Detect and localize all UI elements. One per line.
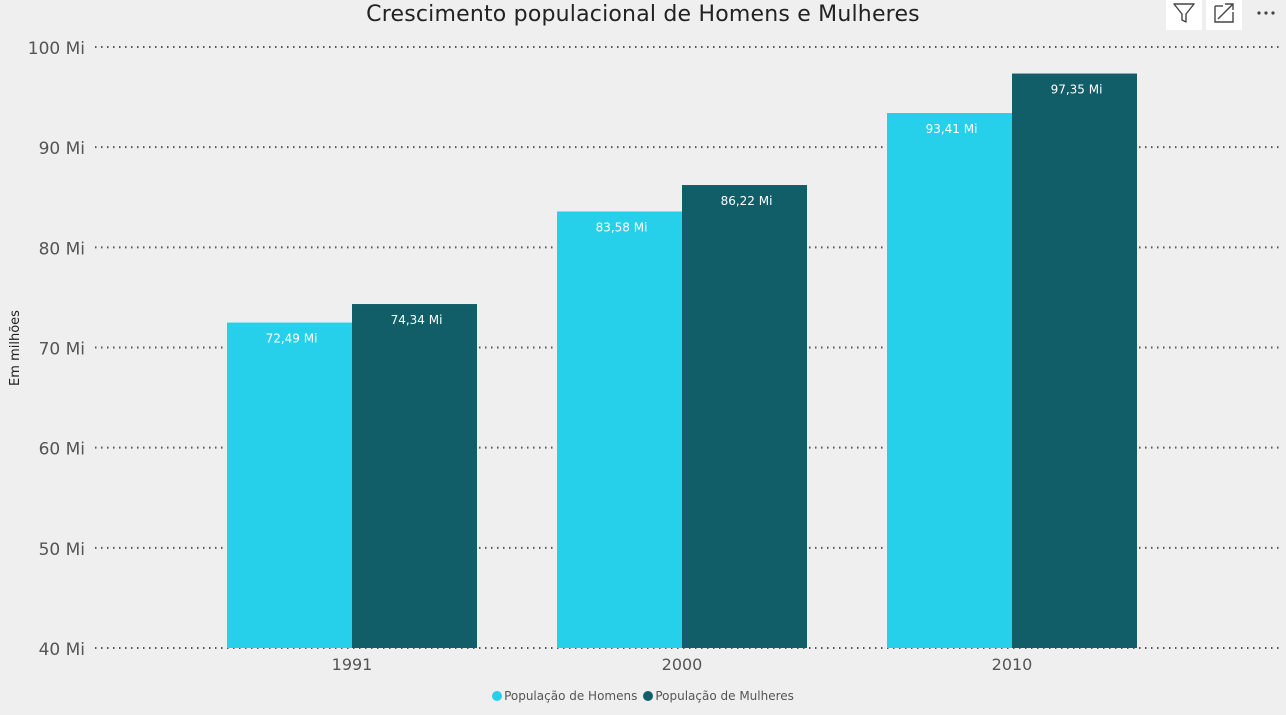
data-label: 83,58 Mi: [596, 220, 648, 234]
bar-mulheres-1991: [352, 304, 477, 648]
filter-button[interactable]: [1166, 0, 1202, 30]
legend-dot-mulheres: [643, 691, 654, 701]
y-tick-label: 60 Mi: [39, 440, 85, 460]
more-options-icon: [1254, 1, 1278, 29]
y-axis-title: Em milhões: [8, 310, 23, 386]
x-tick-label: 1991: [332, 655, 373, 674]
filter-icon: [1172, 1, 1196, 29]
legend-label-mulheres: População de Mulheres: [655, 689, 794, 703]
y-tick-label: 70 Mi: [39, 340, 85, 360]
data-label: 93,41 Mi: [926, 122, 978, 136]
y-tick-label: 90 Mi: [39, 139, 85, 159]
bar-homens-2000: [557, 211, 682, 648]
bar-homens-2010: [887, 113, 1012, 649]
visual-toolbar: [1166, 0, 1286, 32]
data-label: 97,35 Mi: [1051, 83, 1103, 97]
x-tick-label: 2010: [992, 655, 1033, 674]
more-options-button[interactable]: [1246, 0, 1286, 30]
legend-item-homens[interactable]: População de Homens: [492, 689, 637, 703]
bar-mulheres-2010: [1012, 73, 1137, 648]
legend-item-mulheres[interactable]: População de Mulheres: [643, 689, 794, 703]
data-label: 86,22 Mi: [721, 194, 773, 208]
chart-title: Crescimento populacional de Homens e Mul…: [366, 2, 920, 27]
legend-label-homens: População de Homens: [504, 689, 638, 703]
legend-dot-homens: [492, 691, 503, 701]
y-tick-label: 80 Mi: [39, 239, 85, 259]
bar-homens-1991: [227, 322, 352, 648]
focus-mode-icon: [1212, 1, 1236, 29]
focus-mode-button[interactable]: [1206, 0, 1242, 30]
data-label: 74,34 Mi: [391, 313, 443, 327]
y-tick-label: 50 Mi: [39, 540, 85, 560]
y-tick-label: 40 Mi: [39, 640, 85, 660]
chart-legend: População de Homens População de Mulhere…: [0, 689, 1286, 703]
y-tick-label: 100 Mi: [28, 39, 85, 59]
x-tick-label: 2000: [662, 655, 703, 674]
data-label: 72,49 Mi: [266, 332, 318, 346]
bar-mulheres-2000: [682, 185, 807, 648]
